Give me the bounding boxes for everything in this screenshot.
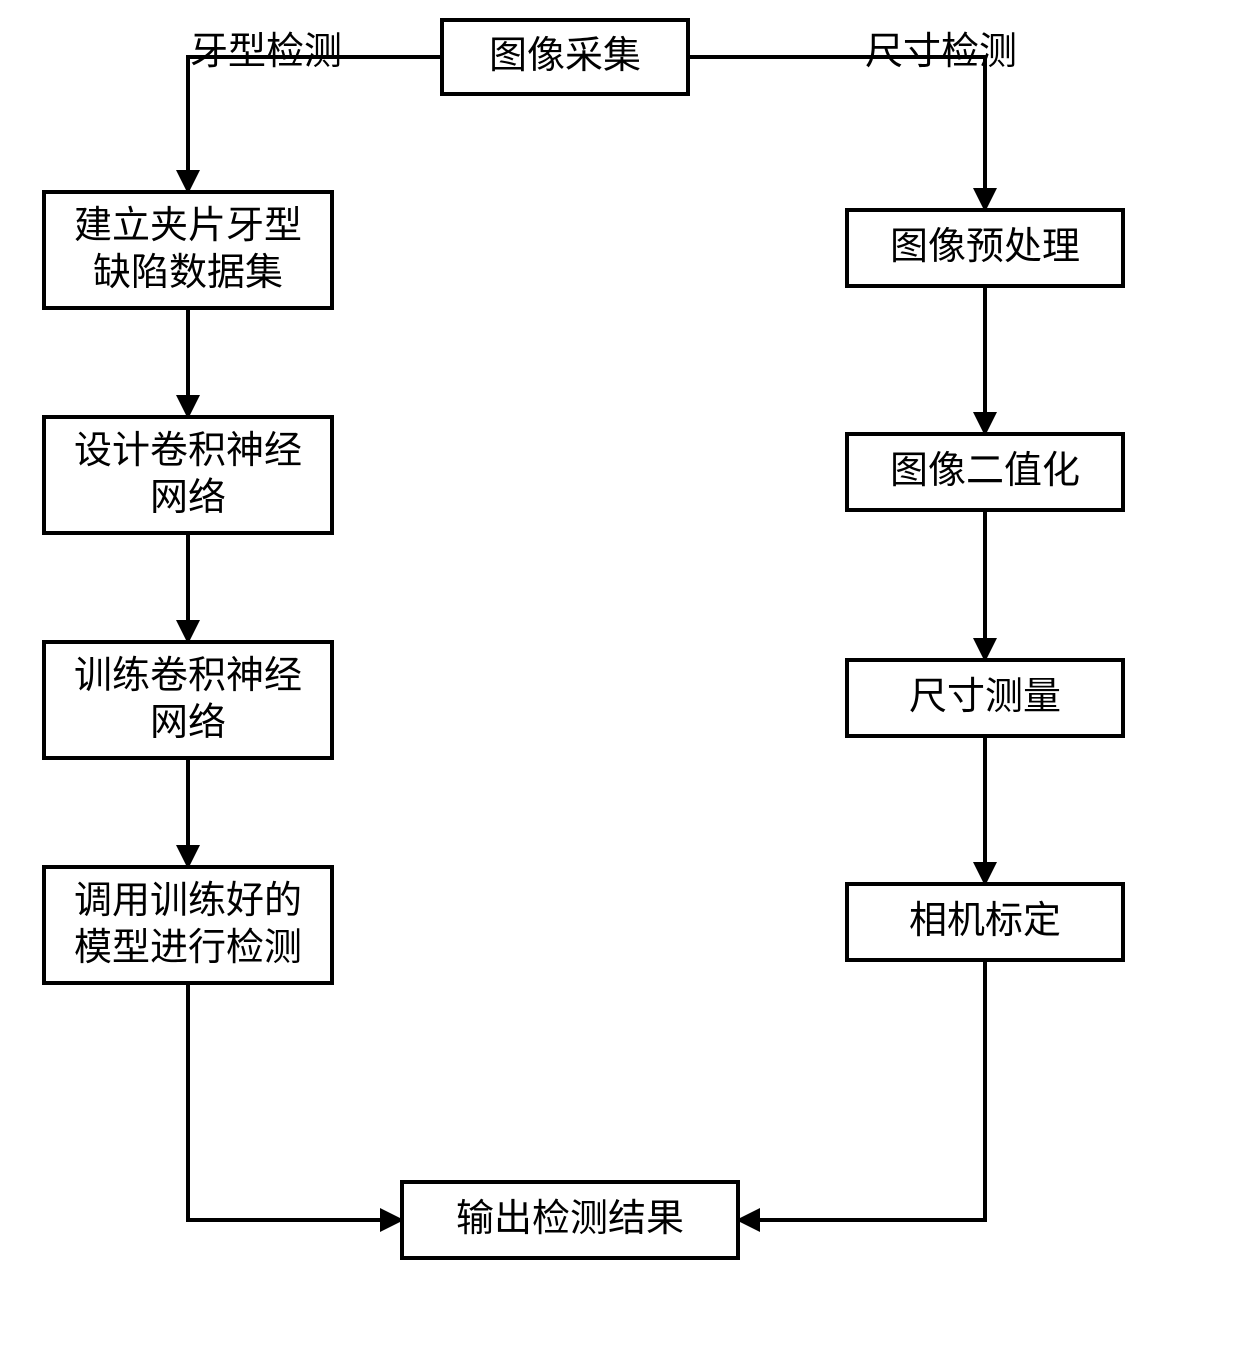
node-r2-text: 图像二值化 <box>890 448 1080 496</box>
node-l3: 训练卷积神经网络 <box>42 640 334 760</box>
node-l1-text: 建立夹片牙型缺陷数据集 <box>62 203 314 298</box>
node-r4-text: 相机标定 <box>909 898 1061 946</box>
left-branch-label: 牙型检测 <box>190 20 342 75</box>
edge-top-to-right <box>690 57 985 208</box>
node-r3-text: 尺寸测量 <box>909 674 1061 722</box>
node-l1: 建立夹片牙型缺陷数据集 <box>42 190 334 310</box>
node-r3: 尺寸测量 <box>845 658 1125 738</box>
node-l2-text: 设计卷积神经网络 <box>62 428 314 523</box>
node-l3-text: 训练卷积神经网络 <box>62 653 314 748</box>
right-branch-label: 尺寸检测 <box>865 20 1017 75</box>
node-bottom-text: 输出检测结果 <box>456 1196 684 1244</box>
node-top-text: 图像采集 <box>489 33 641 81</box>
node-r2: 图像二值化 <box>845 432 1125 512</box>
node-top: 图像采集 <box>440 18 690 96</box>
node-r1-text: 图像预处理 <box>890 224 1080 272</box>
edge-r4-bottom <box>740 962 985 1220</box>
edge-top-to-left <box>188 57 440 190</box>
node-r1: 图像预处理 <box>845 208 1125 288</box>
node-l4-text: 调用训练好的模型进行检测 <box>62 878 314 973</box>
node-l4: 调用训练好的模型进行检测 <box>42 865 334 985</box>
node-bottom: 输出检测结果 <box>400 1180 740 1260</box>
node-r4: 相机标定 <box>845 882 1125 962</box>
edge-l4-bottom <box>188 985 400 1220</box>
node-l2: 设计卷积神经网络 <box>42 415 334 535</box>
